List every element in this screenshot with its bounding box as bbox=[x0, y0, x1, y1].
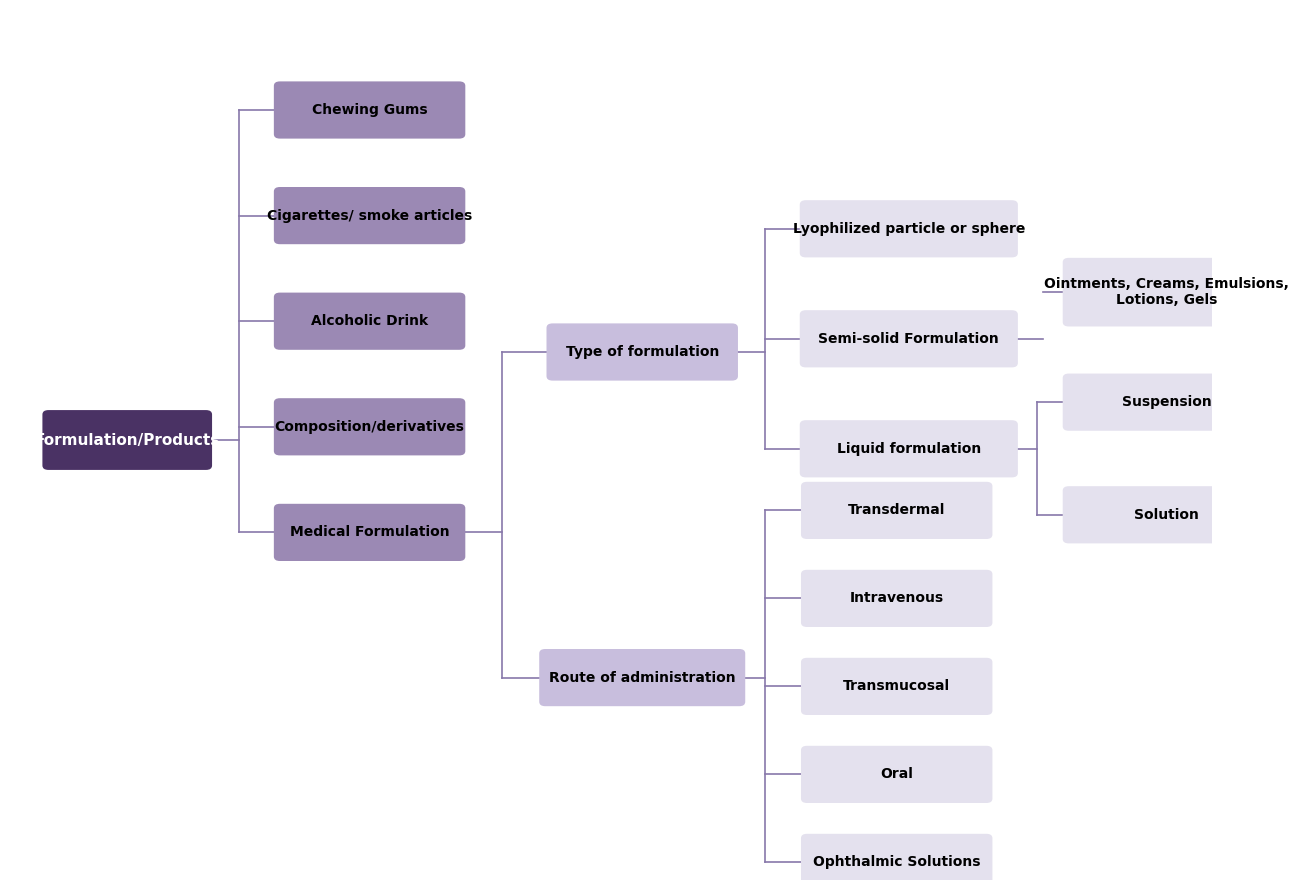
FancyBboxPatch shape bbox=[274, 398, 466, 456]
Text: Route of administration: Route of administration bbox=[549, 671, 735, 685]
FancyBboxPatch shape bbox=[274, 503, 466, 561]
Text: Formulation/Products: Formulation/Products bbox=[35, 432, 220, 448]
Text: Suspension: Suspension bbox=[1122, 395, 1211, 409]
FancyBboxPatch shape bbox=[802, 746, 992, 803]
Text: Solution: Solution bbox=[1135, 508, 1200, 522]
Text: Composition/derivatives: Composition/derivatives bbox=[275, 420, 464, 434]
FancyBboxPatch shape bbox=[540, 649, 746, 706]
Text: Lyophilized particle or sphere: Lyophilized particle or sphere bbox=[792, 222, 1025, 236]
FancyBboxPatch shape bbox=[1062, 373, 1271, 430]
FancyBboxPatch shape bbox=[274, 187, 466, 244]
Text: Alcoholic Drink: Alcoholic Drink bbox=[311, 314, 428, 328]
FancyBboxPatch shape bbox=[800, 311, 1018, 368]
Text: Transmucosal: Transmucosal bbox=[843, 679, 951, 693]
FancyBboxPatch shape bbox=[802, 658, 992, 715]
FancyBboxPatch shape bbox=[274, 292, 466, 349]
FancyBboxPatch shape bbox=[1062, 486, 1271, 544]
FancyBboxPatch shape bbox=[802, 482, 992, 539]
Text: Medical Formulation: Medical Formulation bbox=[289, 525, 449, 539]
FancyBboxPatch shape bbox=[274, 82, 466, 139]
Text: Ointments, Creams, Emulsions,
Lotions, Gels: Ointments, Creams, Emulsions, Lotions, G… bbox=[1044, 277, 1289, 307]
FancyBboxPatch shape bbox=[802, 570, 992, 627]
Text: Oral: Oral bbox=[881, 767, 913, 781]
FancyBboxPatch shape bbox=[800, 201, 1018, 257]
Text: Transdermal: Transdermal bbox=[848, 503, 946, 517]
Text: Ophthalmic Solutions: Ophthalmic Solutions bbox=[813, 855, 981, 869]
Text: Type of formulation: Type of formulation bbox=[565, 345, 719, 359]
FancyBboxPatch shape bbox=[546, 324, 738, 381]
FancyBboxPatch shape bbox=[800, 421, 1018, 477]
FancyBboxPatch shape bbox=[43, 410, 211, 470]
FancyBboxPatch shape bbox=[802, 834, 992, 880]
Text: Chewing Gums: Chewing Gums bbox=[311, 103, 428, 117]
Text: Intravenous: Intravenous bbox=[850, 591, 944, 605]
FancyBboxPatch shape bbox=[1062, 258, 1271, 326]
Text: Liquid formulation: Liquid formulation bbox=[837, 442, 981, 456]
Text: Cigarettes/ smoke articles: Cigarettes/ smoke articles bbox=[267, 209, 472, 223]
Text: Semi-solid Formulation: Semi-solid Formulation bbox=[818, 332, 999, 346]
